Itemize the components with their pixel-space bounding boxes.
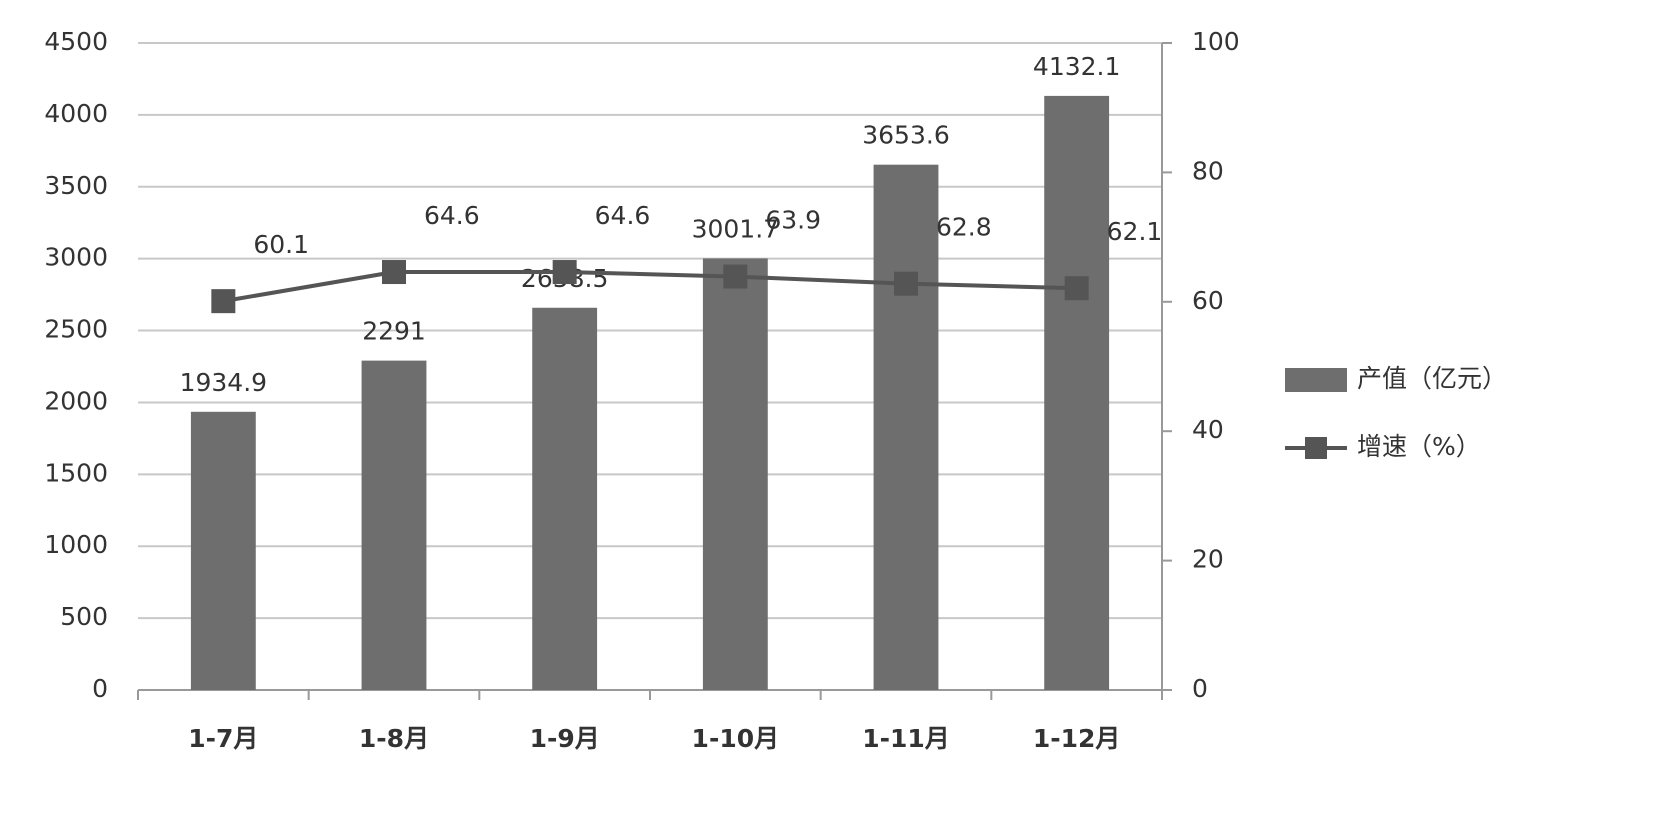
bar-value-label: 4132.1 bbox=[1033, 52, 1120, 81]
bar bbox=[361, 360, 427, 690]
line-marker bbox=[211, 289, 236, 314]
bar bbox=[873, 164, 939, 691]
x-tick-label: 1-9月 bbox=[530, 724, 600, 753]
y2-tick-label: 40 bbox=[1192, 415, 1224, 444]
y2-tick-label: 80 bbox=[1192, 156, 1224, 185]
line-value-label: 62.8 bbox=[936, 213, 992, 242]
bar bbox=[1044, 95, 1110, 690]
y-tick-label: 1000 bbox=[44, 530, 108, 559]
y-tick-label: 3500 bbox=[44, 171, 108, 200]
y2-tick-label: 0 bbox=[1192, 674, 1208, 703]
line-marker bbox=[382, 260, 406, 285]
x-tick-label: 1-11月 bbox=[862, 724, 950, 753]
x-tick-label: 1-12月 bbox=[1033, 724, 1121, 753]
line bbox=[222, 270, 1077, 304]
line-marker bbox=[1064, 276, 1089, 301]
y-tick-label: 1500 bbox=[44, 458, 108, 487]
bar bbox=[702, 258, 768, 690]
y2-tick-label: 20 bbox=[1192, 545, 1224, 574]
y-tick-label: 3000 bbox=[44, 243, 108, 272]
y-tick-label: 0 bbox=[92, 674, 108, 703]
y-tick-label: 4500 bbox=[44, 27, 108, 56]
bar bbox=[532, 307, 598, 690]
bar bbox=[190, 411, 256, 690]
bar-value-label: 2291 bbox=[362, 317, 426, 346]
y-tick-label: 500 bbox=[60, 602, 108, 631]
line-marker bbox=[552, 260, 577, 285]
legend-swatch bbox=[1285, 368, 1347, 392]
y2-tick-label: 60 bbox=[1192, 286, 1224, 315]
line-value-label: 63.9 bbox=[765, 206, 821, 235]
y-tick-label: 2500 bbox=[44, 315, 108, 344]
line-marker bbox=[723, 264, 748, 289]
x-tick-label: 1-7月 bbox=[188, 724, 258, 753]
bar-value-label: 3001.7 bbox=[692, 214, 779, 243]
y-tick-label: 4000 bbox=[44, 99, 108, 128]
line-value-label: 64.6 bbox=[595, 201, 651, 230]
x-tick-label: 1-8月 bbox=[359, 724, 429, 753]
line-value-label: 62.1 bbox=[1107, 217, 1163, 246]
bar-value-label: 3653.6 bbox=[862, 121, 949, 150]
y-tick-label: 2000 bbox=[44, 386, 108, 415]
line-value-label: 64.6 bbox=[424, 201, 480, 230]
legend-label: 产值（亿元） bbox=[1357, 364, 1507, 393]
legend-label: 增速（%） bbox=[1357, 432, 1481, 461]
x-tick-label: 1-10月 bbox=[692, 724, 780, 753]
legend-marker bbox=[1305, 437, 1327, 459]
line-value-label: 60.1 bbox=[253, 230, 309, 259]
y2-tick-label: 100 bbox=[1192, 27, 1240, 56]
bar-value-label: 1934.9 bbox=[180, 368, 267, 397]
line-marker bbox=[894, 271, 918, 296]
